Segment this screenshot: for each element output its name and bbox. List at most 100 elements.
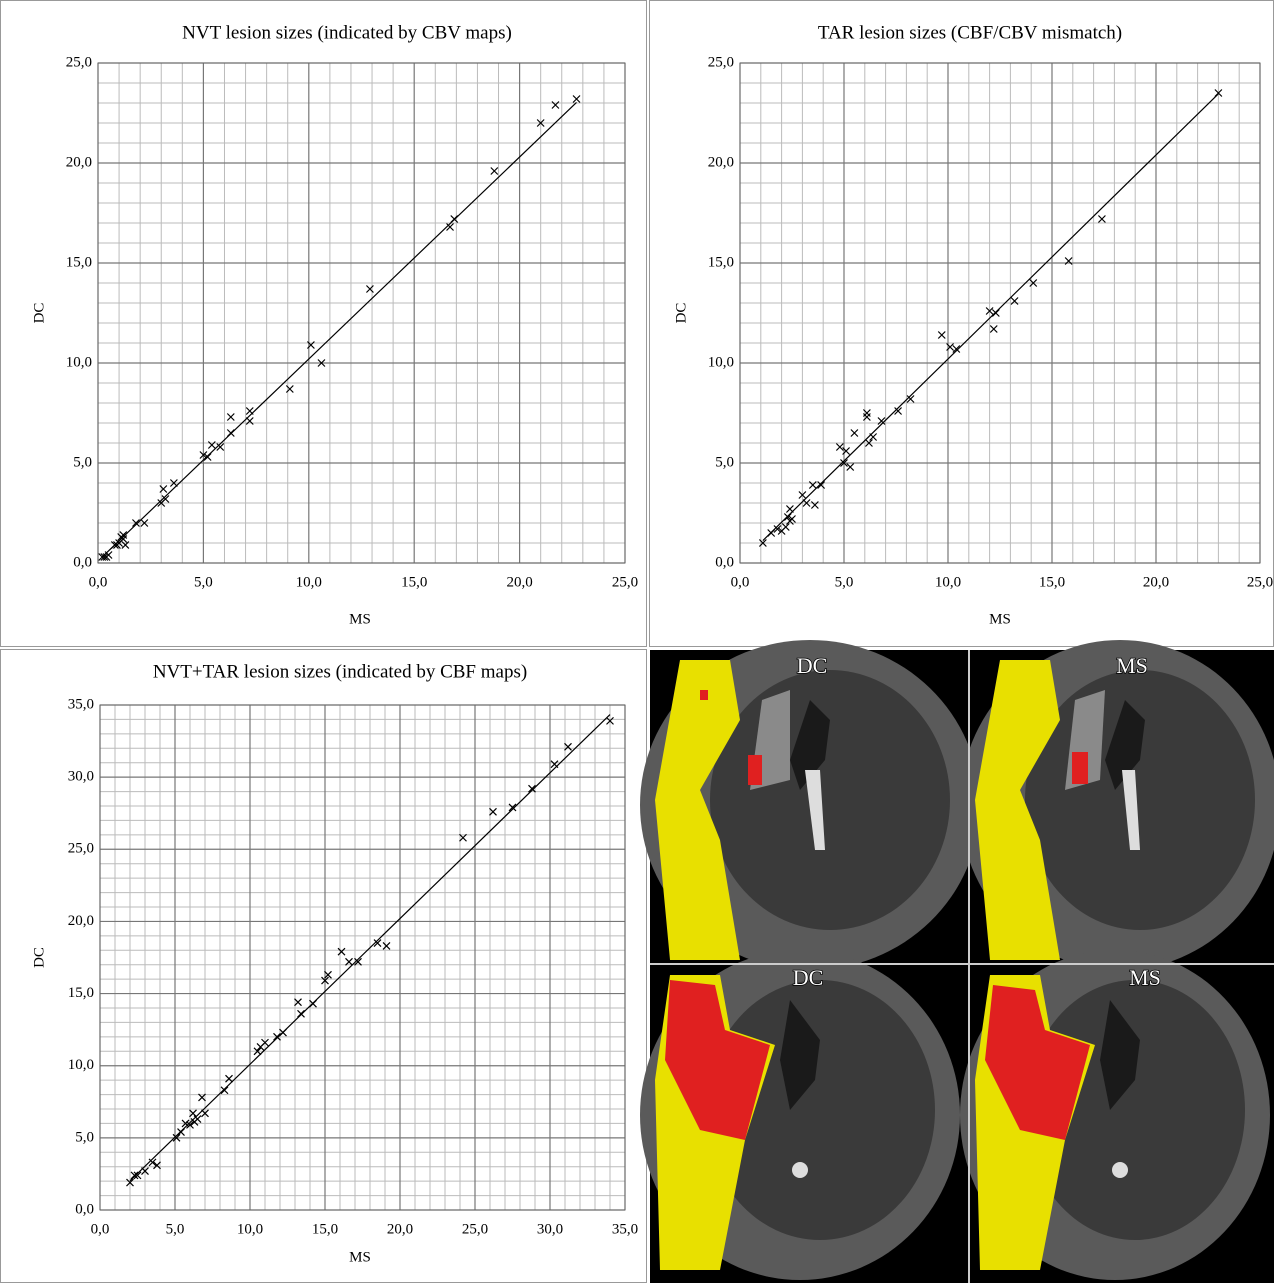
y-tick-label: 5,0 (75, 1129, 94, 1145)
y-axis-label: DC (31, 947, 47, 968)
image-label: DC (793, 965, 824, 990)
x-tick-label: 0,0 (731, 574, 750, 590)
x-axis-label: MS (349, 611, 371, 627)
y-tick-label: 5,0 (73, 454, 92, 470)
x-tick-label: 15,0 (1039, 574, 1065, 590)
point (133, 1171, 142, 1180)
point (572, 95, 581, 103)
point (808, 481, 817, 489)
point (459, 833, 467, 842)
point (317, 359, 326, 367)
trendline (101, 102, 577, 558)
plot-frame (99, 704, 626, 1211)
point (207, 441, 216, 449)
point (186, 1120, 194, 1129)
point (130, 1171, 139, 1180)
point (1010, 297, 1019, 305)
point (450, 215, 459, 223)
point (1029, 279, 1038, 287)
point (906, 395, 915, 403)
point (840, 459, 848, 467)
plot-area (97, 62, 626, 564)
point (226, 429, 235, 437)
point (159, 485, 168, 493)
point (177, 1128, 185, 1137)
chart-title: NVT+TAR lesion sizes (indicated by CBF m… (153, 661, 527, 682)
chart: 0,0 5,0 10,0 15,0 20,0 25,0 0,0 5,0 10,0 15,0 20,0… (31, 22, 638, 627)
y-tick-label: 15,0 (68, 985, 94, 1001)
chart: 0,0 5,0 10,0 15,0 20,0 25,0 0,0 5,0 10,0 15,0 20,0… (673, 22, 1273, 627)
point (132, 519, 140, 527)
point (201, 1109, 209, 1118)
x-tick-label: 35,0 (612, 1221, 638, 1237)
point (865, 439, 873, 447)
point (788, 515, 796, 523)
point (216, 443, 225, 451)
point (253, 1047, 262, 1056)
point (446, 223, 454, 231)
point (321, 976, 329, 985)
point (989, 325, 998, 333)
point (324, 970, 332, 979)
y-tick-label: 25,0 (708, 54, 734, 70)
point (564, 742, 572, 751)
x-tick-label: 25,0 (462, 1221, 488, 1237)
point (279, 1028, 287, 1037)
y-tick-label: 25,0 (68, 841, 94, 857)
y-axis-label: DC (673, 303, 689, 324)
point (802, 499, 811, 507)
brain-image (960, 950, 1270, 1280)
point (846, 463, 855, 471)
point (773, 525, 782, 533)
point (161, 495, 170, 503)
point (536, 119, 545, 127)
x-tick-label: 5,0 (194, 574, 213, 590)
trendline (129, 714, 611, 1182)
y-tick-label: 20,0 (708, 154, 734, 170)
x-tick-label: 15,0 (312, 1221, 338, 1237)
y-tick-label: 20,0 (66, 154, 92, 170)
point (991, 309, 1000, 317)
point (877, 417, 886, 425)
point (245, 407, 254, 415)
x-tick-label: 25,0 (612, 574, 638, 590)
x-tick-label: 5,0 (166, 1221, 185, 1237)
y-tick-label: 20,0 (68, 913, 94, 929)
y-tick-label: 25,0 (66, 54, 92, 70)
point (119, 531, 128, 539)
x-tick-label: 10,0 (237, 1221, 263, 1237)
y-tick-label: 0,0 (75, 1201, 94, 1217)
point (261, 1038, 269, 1047)
point (285, 385, 294, 393)
point (862, 409, 871, 417)
image-label: MS (1116, 653, 1148, 678)
point (952, 345, 961, 353)
point (104, 551, 113, 559)
point (528, 784, 536, 793)
point (373, 939, 382, 947)
point (508, 803, 517, 812)
point (842, 447, 851, 455)
point (758, 539, 767, 547)
point (382, 942, 391, 950)
point (199, 451, 208, 459)
point (198, 1093, 206, 1102)
point (189, 1109, 197, 1118)
point (309, 999, 317, 1008)
x-tick-label: 0,0 (89, 574, 108, 590)
point (294, 998, 302, 1007)
point (345, 957, 353, 966)
point (273, 1032, 281, 1041)
point (781, 523, 790, 531)
point (894, 407, 903, 415)
chart-title: NVT lesion sizes (indicated by CBV maps) (182, 22, 512, 43)
x-tick-label: 10,0 (296, 574, 322, 590)
brain-image (640, 640, 980, 970)
point (835, 443, 844, 451)
point (141, 1167, 149, 1175)
brain-image (960, 640, 1274, 970)
x-tick-label: 20,0 (506, 574, 532, 590)
point (297, 1009, 305, 1018)
x-tick-label: 0,0 (91, 1221, 110, 1237)
